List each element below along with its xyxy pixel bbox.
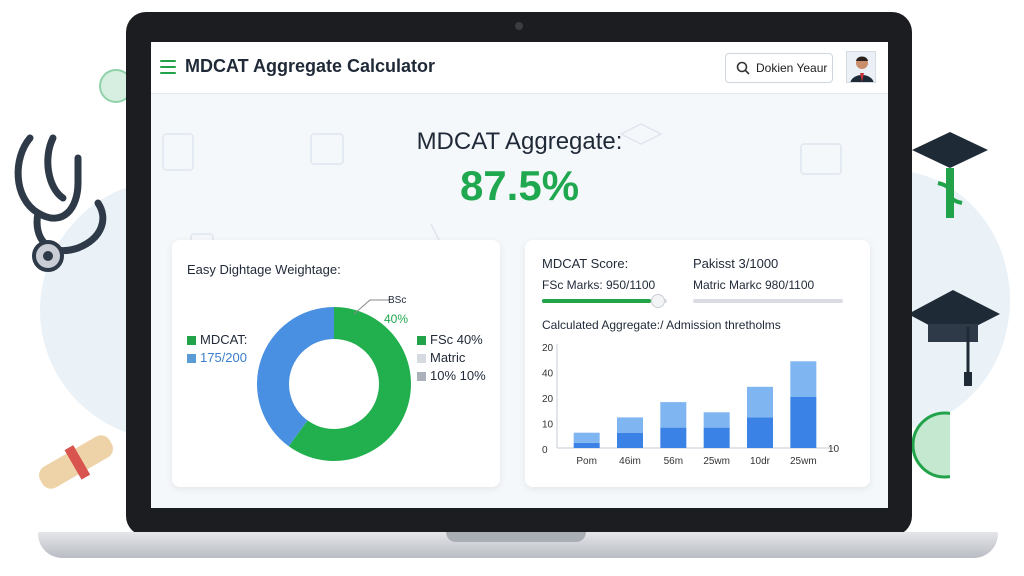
pakisst-label: Pakisst 3/1000 <box>693 256 779 271</box>
app-title: MDCAT Aggregate Calculator <box>185 56 436 76</box>
chart-title: Calculated Aggregate:/ Admission thretho… <box>542 318 781 332</box>
aggregate-value: 87.5% <box>459 162 580 209</box>
legend-score-swatch <box>187 354 196 363</box>
hamburger-menu-icon[interactable] <box>160 60 176 74</box>
search-button[interactable]: Dokien Yeaur <box>725 53 833 83</box>
weightage-card: Easy Dightage Weightage: MDCAT: 175/200 … <box>172 240 500 487</box>
fsc-progress-fill <box>542 299 651 303</box>
callout-line <box>353 299 390 315</box>
legend-score-label: 175/200 <box>200 350 247 365</box>
donut-hole <box>289 339 379 429</box>
user-avatar[interactable] <box>846 51 876 83</box>
weightage-title: Easy Dightage Weightage: <box>187 262 341 277</box>
fsc-marks-label: FSc Marks: 950/1100 <box>542 278 656 292</box>
x-tick-label: 25wm <box>703 456 730 467</box>
y-tick-label: 10 <box>542 420 554 431</box>
x-tick-label: Pom <box>576 456 597 467</box>
weightage-donut-chart <box>257 307 411 461</box>
graduation-cap-icon <box>908 290 1000 386</box>
search-icon <box>736 61 750 75</box>
bar-segment-light <box>790 361 817 397</box>
y-tick-label: 0 <box>542 445 548 456</box>
legend-mdcat-label: MDCAT: <box>200 332 248 347</box>
y-tick-label: 20 <box>542 394 554 405</box>
laptop-notch <box>446 532 586 542</box>
bar-segment-dark <box>573 442 600 448</box>
y-tick-label: 40 <box>542 369 554 380</box>
bar-segment-dark <box>660 427 687 448</box>
legend-mdcat-swatch <box>187 336 196 345</box>
score-card: MDCAT Score: Pakisst 3/1000 FSc Marks: 9… <box>525 240 870 487</box>
matric-marks-label: Matric Markc 980/1100 <box>693 278 815 292</box>
fsc-progress-track[interactable] <box>542 294 667 308</box>
bar-segment-dark <box>703 427 730 448</box>
graduation-cap-caduceus-icon <box>912 132 988 218</box>
right-axis-label: 10 <box>828 444 840 455</box>
bar-segment-light <box>573 432 600 443</box>
legend-matric-label: Matric <box>430 350 466 365</box>
avatar-person-icon <box>847 52 875 82</box>
legend-matric-swatch <box>417 354 426 363</box>
callout-value-label: 40% <box>384 312 409 326</box>
bar-segment-dark <box>747 417 773 448</box>
legend-ten-swatch <box>417 372 426 381</box>
matric-progress-track[interactable] <box>693 299 843 303</box>
x-tick-label: 25wm <box>790 456 817 467</box>
bar-segment-dark <box>790 397 817 448</box>
search-text: Dokien Yeaur <box>756 61 828 75</box>
mdcat-score-label: MDCAT Score: <box>542 256 629 271</box>
bar-segment-light <box>660 402 687 428</box>
bar-segment-light <box>747 386 773 418</box>
y-tick-label: 20 <box>542 343 554 354</box>
x-tick-label: 10dr <box>750 456 771 467</box>
diploma-scroll-icon <box>39 435 113 489</box>
callout-top-label: BSc <box>388 295 407 306</box>
webcam <box>515 22 523 30</box>
aggregate-bar-chart: 20 40 20 10 0 Pom 46im 56m 25wm 10dr 25wm 10 <box>542 343 840 467</box>
app-header: MDCAT Aggregate Calculator Dokien Yeaur <box>151 42 888 94</box>
aggregate-label: MDCAT Aggregate: <box>416 128 623 155</box>
bar-segment-light <box>703 412 730 428</box>
stethoscope-icon <box>14 134 107 272</box>
legend-fsc-label: FSc 40% <box>430 332 483 347</box>
x-tick-label: 56m <box>664 456 683 467</box>
bar-segment-dark <box>617 432 643 448</box>
bar-segment-light <box>617 417 643 433</box>
app-screen: MDCAT Aggregate Calculator Dokien Yeaur … <box>151 42 888 508</box>
fsc-slider-knob[interactable] <box>650 294 665 308</box>
green-circle-icon <box>911 411 950 479</box>
legend-fsc-swatch <box>417 336 426 345</box>
legend-ten-label: 10% 10% <box>430 368 486 383</box>
x-tick-label: 46im <box>619 456 641 467</box>
